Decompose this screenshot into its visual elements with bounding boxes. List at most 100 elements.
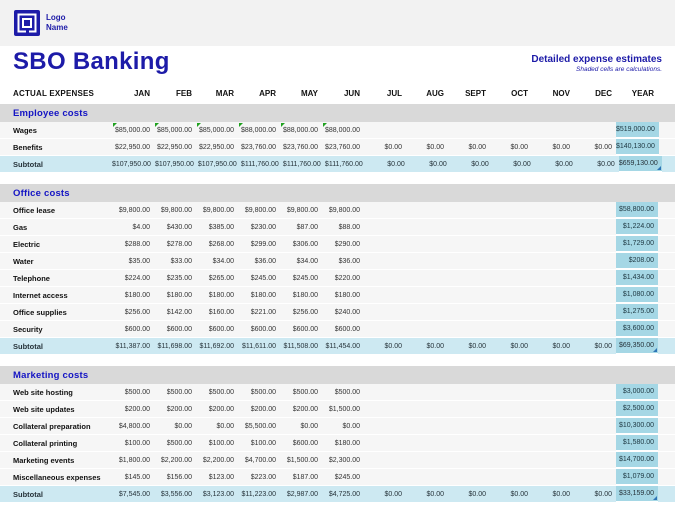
month-header[interactable]: JUL [386, 88, 402, 98]
value-cell[interactable] [406, 270, 448, 286]
year-header[interactable]: YEAR [631, 88, 654, 98]
value-cell[interactable] [364, 219, 406, 235]
row-label-cell[interactable]: Wages [13, 125, 37, 135]
value-cell[interactable]: $3,123.00 [202, 490, 234, 498]
value-cell[interactable] [448, 469, 490, 485]
value-cell[interactable]: $288.00 [124, 240, 150, 248]
year-cell[interactable]: $519,000.00 [616, 122, 659, 138]
value-cell[interactable] [490, 236, 532, 252]
value-cell[interactable]: $0.00 [510, 342, 528, 350]
row-label-cell[interactable]: Collateral printing [13, 438, 78, 448]
value-cell[interactable]: $36.00 [254, 257, 276, 265]
value-cell[interactable] [532, 202, 574, 218]
value-cell[interactable]: $0.00 [426, 490, 444, 498]
value-cell[interactable] [490, 304, 532, 320]
value-cell[interactable]: $2,300.00 [328, 456, 360, 464]
value-cell[interactable]: $500.00 [250, 388, 276, 396]
value-cell[interactable] [574, 202, 616, 218]
year-cell[interactable]: $3,600.00 [616, 321, 658, 337]
value-cell[interactable]: $200.00 [292, 405, 318, 413]
year-cell[interactable]: $208.00 [616, 253, 658, 269]
value-cell[interactable]: $11,387.00 [115, 342, 150, 350]
value-cell[interactable]: $500.00 [166, 439, 192, 447]
value-cell[interactable]: $34.00 [212, 257, 234, 265]
value-cell[interactable]: $180.00 [208, 291, 234, 299]
value-cell[interactable]: $0.00 [384, 490, 402, 498]
value-cell[interactable]: $9,800.00 [160, 206, 192, 214]
value-cell[interactable]: $430.00 [166, 223, 192, 231]
value-cell[interactable]: $600.00 [292, 439, 318, 447]
value-cell[interactable] [406, 452, 448, 468]
value-cell[interactable] [574, 435, 616, 451]
value-cell[interactable]: $9,800.00 [118, 206, 150, 214]
value-cell[interactable]: $22,950.00 [114, 143, 150, 151]
year-cell[interactable]: $10,300.00 [616, 418, 658, 434]
value-cell[interactable]: $600.00 [208, 325, 234, 333]
year-cell[interactable]: $33,159.00 [616, 486, 658, 502]
value-cell[interactable]: $224.00 [124, 274, 150, 282]
value-cell[interactable]: $23,760.00 [240, 143, 276, 151]
year-cell[interactable]: $14,700.00 [616, 452, 658, 468]
value-cell[interactable] [574, 253, 616, 269]
value-cell[interactable]: $2,987.00 [286, 490, 318, 498]
value-cell[interactable]: $4.00 [132, 223, 150, 231]
year-cell[interactable]: $1,275.00 [616, 304, 658, 320]
section-bar[interactable]: Marketing costs [0, 366, 675, 384]
month-header[interactable]: AUG [426, 88, 444, 98]
value-cell[interactable]: $0.00 [552, 143, 570, 151]
value-cell[interactable]: $11,692.00 [199, 342, 234, 350]
value-cell[interactable] [574, 270, 616, 286]
month-header[interactable]: JAN [133, 88, 150, 98]
value-cell[interactable] [406, 401, 448, 417]
value-cell[interactable] [406, 236, 448, 252]
value-cell[interactable]: $3,556.00 [160, 490, 192, 498]
value-cell[interactable]: $9,800.00 [286, 206, 318, 214]
year-cell[interactable]: $1,080.00 [616, 287, 658, 303]
value-cell[interactable] [364, 384, 406, 400]
month-header[interactable]: MAR [215, 88, 234, 98]
value-cell[interactable]: $245.00 [334, 473, 360, 481]
value-cell[interactable]: $85,000.00 [112, 122, 154, 138]
value-cell[interactable]: $0.00 [426, 143, 444, 151]
value-cell[interactable]: $180.00 [334, 291, 360, 299]
value-cell[interactable]: $245.00 [250, 274, 276, 282]
value-cell[interactable] [532, 236, 574, 252]
value-cell[interactable] [364, 270, 406, 286]
month-header[interactable]: JUN [343, 88, 360, 98]
value-cell[interactable] [532, 321, 574, 337]
value-cell[interactable] [448, 452, 490, 468]
value-cell[interactable]: $500.00 [292, 388, 318, 396]
month-header[interactable]: FEB [176, 88, 192, 98]
value-cell[interactable]: $278.00 [166, 240, 192, 248]
value-cell[interactable]: $0.00 [384, 342, 402, 350]
value-cell[interactable] [532, 304, 574, 320]
value-cell[interactable] [364, 435, 406, 451]
value-cell[interactable]: $88,000.00 [238, 122, 280, 138]
value-cell[interactable] [364, 202, 406, 218]
value-cell[interactable]: $88,000.00 [280, 122, 322, 138]
value-cell[interactable]: $4,700.00 [244, 456, 276, 464]
value-cell[interactable] [490, 418, 532, 434]
value-cell[interactable] [406, 219, 448, 235]
value-cell[interactable] [574, 321, 616, 337]
value-cell[interactable]: $600.00 [334, 325, 360, 333]
value-cell[interactable] [406, 469, 448, 485]
value-cell[interactable]: $2,200.00 [202, 456, 234, 464]
value-cell[interactable] [532, 253, 574, 269]
value-cell[interactable]: $160.00 [208, 308, 234, 316]
value-cell[interactable] [406, 202, 448, 218]
value-cell[interactable]: $0.00 [552, 490, 570, 498]
value-cell[interactable]: $33.00 [170, 257, 192, 265]
value-cell[interactable]: $85,000.00 [196, 122, 238, 138]
value-cell[interactable]: $0.00 [300, 422, 318, 430]
month-header[interactable]: NOV [552, 88, 570, 98]
year-cell[interactable]: $3,000.00 [616, 384, 658, 400]
value-cell[interactable]: $11,223.00 [241, 490, 276, 498]
section-bar[interactable]: Employee costs [0, 104, 675, 122]
value-cell[interactable]: $0.00 [429, 160, 447, 168]
row-label-cell[interactable]: Marketing events [13, 455, 75, 465]
row-label-cell[interactable]: Security [13, 324, 43, 334]
value-cell[interactable] [574, 401, 616, 417]
value-cell[interactable] [490, 401, 532, 417]
value-cell[interactable] [574, 418, 616, 434]
